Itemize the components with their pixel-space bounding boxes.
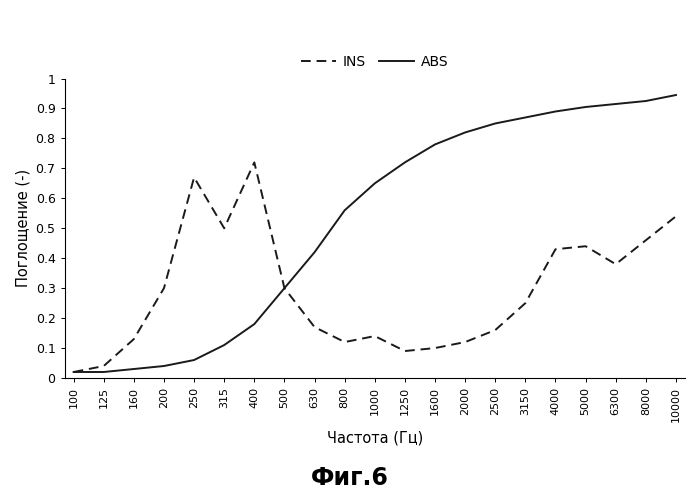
ABS — [190, 357, 198, 363]
ABS — [69, 369, 78, 375]
INS — [220, 225, 228, 231]
INS — [370, 333, 379, 339]
INS — [552, 246, 560, 252]
Y-axis label: Поглощение (-): Поглощение (-) — [15, 169, 30, 287]
INS — [280, 285, 288, 291]
ABS — [491, 120, 500, 126]
INS — [522, 300, 530, 306]
INS — [190, 174, 198, 180]
ABS — [130, 366, 138, 372]
INS — [491, 327, 500, 333]
ABS — [99, 369, 108, 375]
ABS — [340, 207, 349, 213]
ABS — [430, 142, 439, 148]
INS — [400, 348, 409, 354]
ABS — [672, 92, 680, 98]
ABS — [642, 98, 650, 104]
ABS — [582, 104, 590, 110]
ABS — [220, 342, 228, 348]
ABS — [461, 130, 469, 136]
ABS — [612, 101, 620, 107]
Line: ABS: ABS — [74, 95, 676, 372]
ABS — [552, 108, 560, 114]
INS — [69, 369, 78, 375]
Line: INS: INS — [74, 162, 676, 372]
INS — [250, 159, 258, 165]
INS — [99, 363, 108, 369]
INS — [612, 261, 620, 267]
ABS — [280, 285, 288, 291]
ABS — [250, 321, 258, 327]
ABS — [160, 363, 168, 369]
INS — [642, 237, 650, 243]
INS — [340, 339, 349, 345]
Legend: INS, ABS: INS, ABS — [295, 50, 454, 75]
INS — [461, 339, 469, 345]
INS — [430, 345, 439, 351]
INS — [160, 285, 168, 291]
ABS — [400, 159, 409, 165]
ABS — [370, 180, 379, 186]
INS — [310, 324, 319, 330]
ABS — [310, 249, 319, 255]
ABS — [522, 114, 530, 120]
Text: Фиг.6: Фиг.6 — [311, 466, 389, 490]
INS — [130, 336, 138, 342]
X-axis label: Частота (Гц): Частота (Гц) — [327, 430, 423, 446]
INS — [672, 213, 680, 219]
INS — [582, 243, 590, 249]
